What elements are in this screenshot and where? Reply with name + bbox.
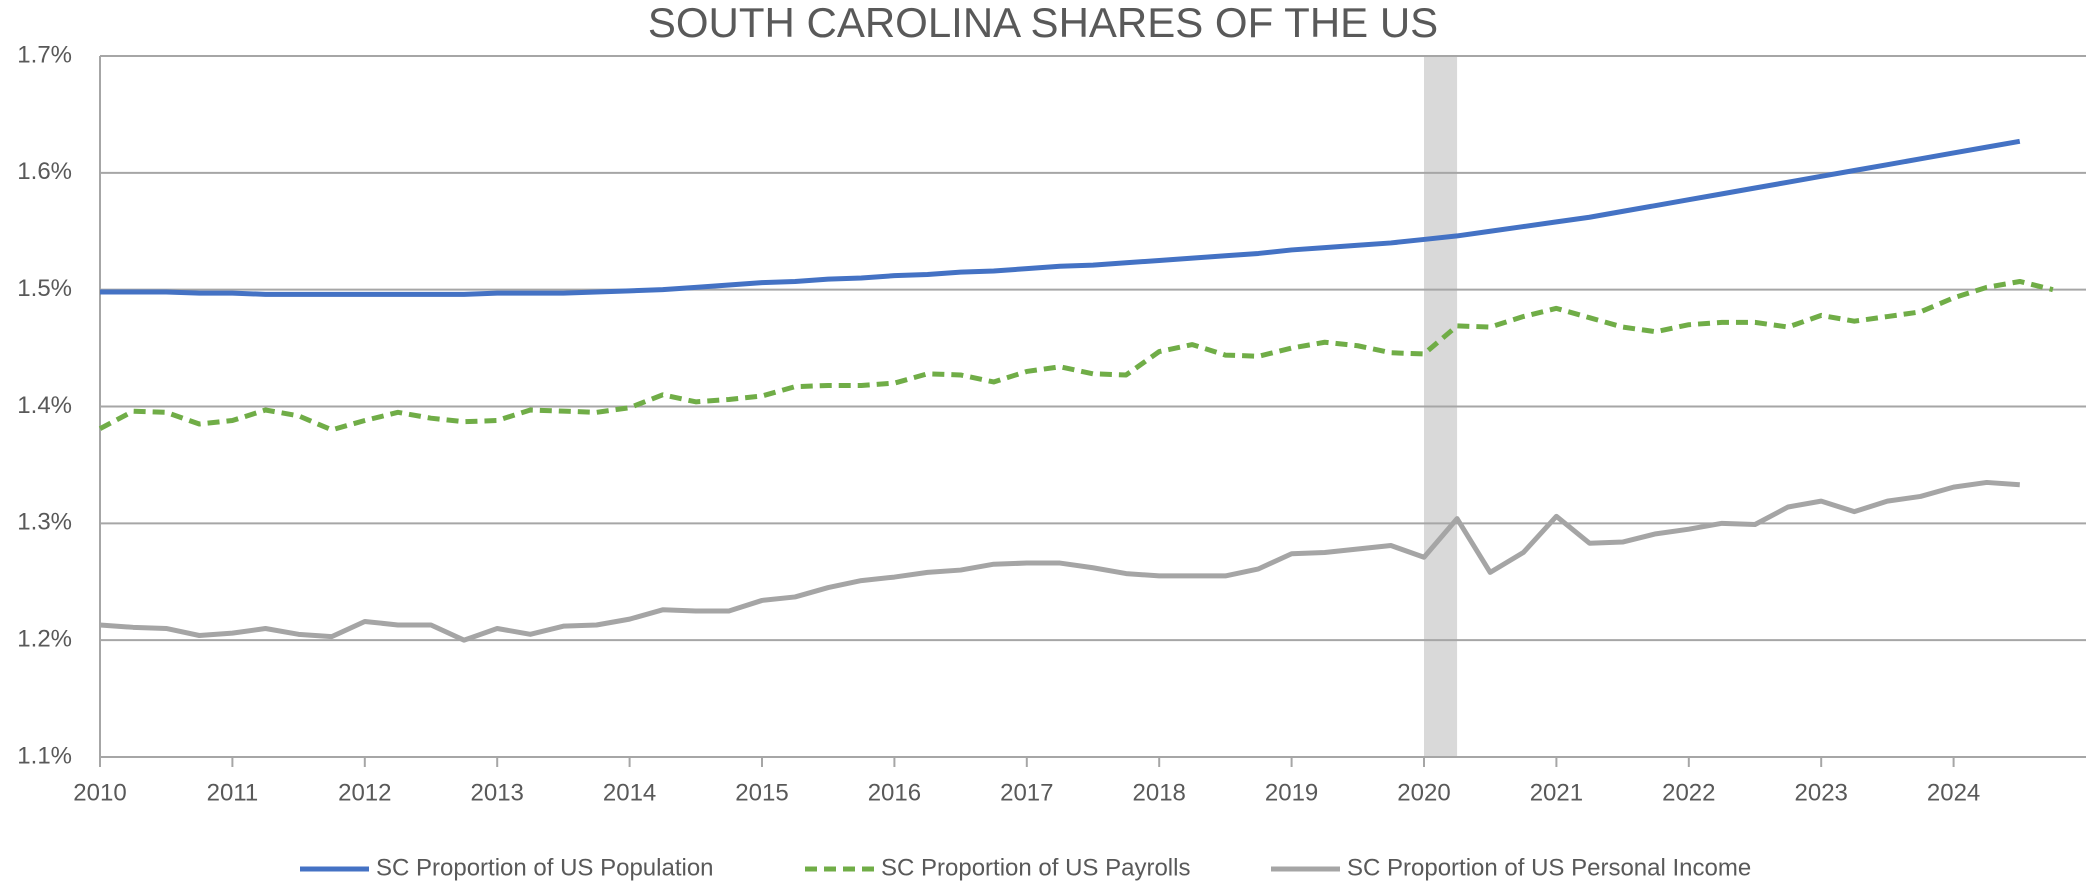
y-tick-label: 1.5%	[17, 275, 72, 302]
x-tick-label: 2018	[1133, 779, 1186, 806]
y-tick-label: 1.2%	[17, 626, 72, 653]
series-line	[100, 138, 2021, 297]
x-tick-label: 2013	[471, 779, 524, 806]
chart-title: SOUTH CAROLINA SHARES OF THE US	[648, 0, 1438, 46]
x-tick-label: 2024	[1927, 779, 1980, 806]
legend-label: SC Proportion of US Population	[376, 854, 714, 881]
series-line	[98, 278, 2054, 433]
legend-label: SC Proportion of US Payrolls	[881, 854, 1190, 881]
x-tick-label: 2014	[603, 779, 656, 806]
x-tick-label: 2012	[338, 779, 391, 806]
x-tick-label: 2017	[1000, 779, 1053, 806]
y-tick-label: 1.3%	[17, 509, 72, 536]
x-tick-label: 2011	[207, 779, 259, 806]
x-tick-label: 2016	[868, 779, 921, 806]
x-tick-label: 2022	[1662, 779, 1715, 806]
y-tick-label: 1.7%	[17, 41, 72, 68]
series-line	[99, 479, 2020, 643]
x-tick-label: 2015	[735, 779, 788, 806]
y-tick-label: 1.4%	[17, 392, 72, 419]
y-tick-label: 1.6%	[17, 158, 72, 185]
x-tick-label: 2019	[1265, 779, 1318, 806]
x-tick-label: 2010	[73, 779, 126, 806]
legend-label: SC Proportion of US Personal Income	[1347, 854, 1751, 881]
y-tick-label: 1.1%	[17, 742, 72, 769]
x-tick-label: 2023	[1795, 779, 1848, 806]
x-tick-label: 2020	[1397, 779, 1450, 806]
x-tick-label: 2021	[1530, 779, 1583, 806]
